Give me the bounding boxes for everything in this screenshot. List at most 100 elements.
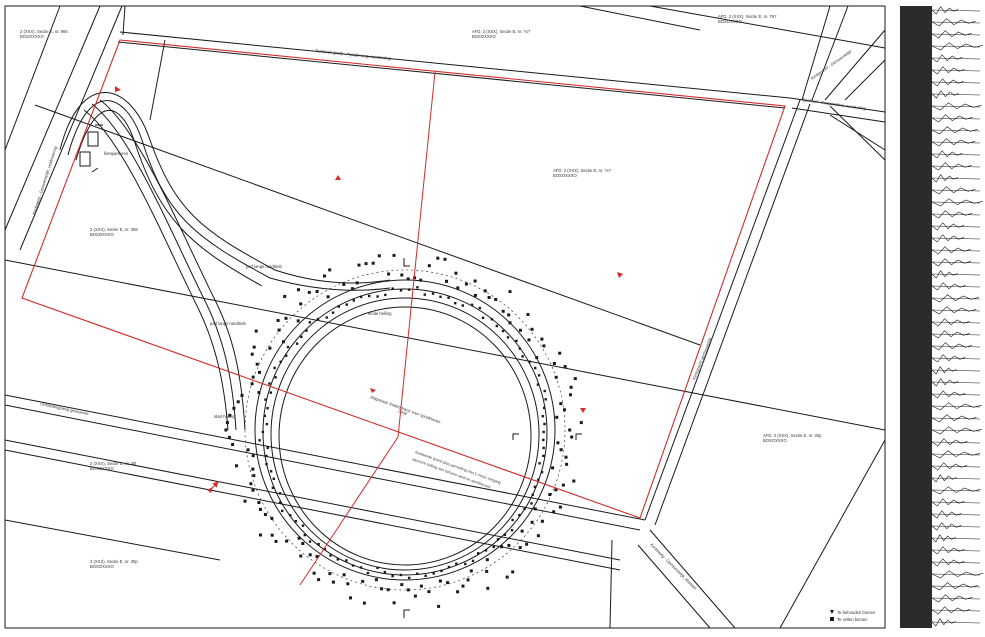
tree-trunk: [931, 45, 981, 48]
tree-marker: [543, 389, 546, 393]
tree-marker: [510, 529, 514, 532]
tree-silhouette: [931, 318, 970, 327]
tree-marker: [345, 559, 348, 562]
tree-silhouette: [931, 30, 972, 39]
tree-silhouette: [931, 234, 965, 243]
tree-marker: [352, 299, 355, 302]
tree-marker: [534, 366, 537, 370]
tree-marker: [456, 590, 460, 594]
tree-marker: [538, 462, 541, 465]
tree-marker: [284, 316, 288, 320]
tree-trunk: [931, 621, 981, 624]
tree-silhouette: [931, 78, 964, 87]
tree-marker: [507, 543, 511, 547]
tree-marker: [551, 466, 555, 470]
kept-tree-icon: [830, 610, 834, 614]
tree-trunk: [931, 177, 981, 180]
tree-marker: [439, 295, 442, 298]
tree-marker: [317, 578, 321, 582]
tree-silhouette: [931, 486, 981, 495]
tree-marker: [279, 501, 282, 504]
parcel-label-p6: AFD. 2 (XXX), Sectie E, nr. 30p: [763, 433, 822, 438]
tree-marker: [323, 548, 326, 551]
tree-trunk: [931, 249, 981, 252]
tree-marker: [531, 493, 534, 496]
tree-trunk: [931, 573, 981, 576]
tree-marker: [399, 573, 403, 577]
tree-marker: [270, 533, 274, 537]
tree-markers: [224, 253, 583, 608]
tree-trunk: [931, 477, 981, 480]
tree-marker: [317, 542, 320, 546]
tree-marker: [508, 290, 512, 294]
tree-marker: [438, 579, 442, 583]
tree-marker: [325, 316, 328, 319]
tree-marker: [540, 337, 544, 341]
tree-marker: [473, 279, 477, 283]
tree-marker: [377, 254, 381, 258]
tree-marker: [265, 463, 268, 466]
tree-silhouette: [931, 126, 978, 135]
tree-marker: [362, 601, 366, 605]
parcel-code-p2: BOSOXXXO: [472, 34, 496, 39]
tree-marker: [272, 477, 275, 480]
tree-marker: [543, 406, 546, 410]
tree-marker: [236, 400, 240, 404]
tree-marker: [473, 293, 477, 297]
tree-marker: [500, 545, 504, 549]
tree-marker: [542, 344, 546, 348]
tree-trunk: [931, 225, 981, 228]
tree-marker: [537, 478, 540, 481]
tree-marker: [305, 329, 308, 332]
tree-marker: [558, 505, 562, 509]
tree-trunk: [931, 9, 981, 12]
tree-trunk: [931, 453, 981, 456]
tree-silhouette: [931, 150, 963, 159]
parcel-code-p1: BOSOXXXO: [20, 34, 44, 39]
tree-silhouette: [931, 522, 962, 531]
tree-marker: [469, 569, 473, 573]
tree-marker: [464, 282, 468, 286]
tree-trunk: [931, 189, 981, 192]
tree-marker: [536, 534, 540, 538]
tree-marker: [316, 317, 320, 321]
tree-marker: [265, 422, 269, 426]
tree-marker: [268, 346, 272, 350]
tree-marker: [563, 365, 567, 369]
tree-silhouette: [931, 498, 965, 507]
tree-marker: [565, 462, 569, 466]
tree-marker: [568, 428, 572, 432]
tree-marker: [264, 398, 267, 401]
tree-marker: [515, 339, 518, 343]
tree-marker: [490, 318, 494, 321]
tree-marker: [312, 571, 316, 575]
tree-marker: [525, 542, 529, 546]
tree-trunk: [931, 201, 981, 204]
tree-trunk: [931, 393, 981, 396]
tree-marker: [520, 529, 524, 533]
tree-marker: [246, 448, 250, 452]
tree-marker: [336, 558, 339, 561]
tree-silhouette: [931, 462, 968, 471]
parcel-label-p5: 2 (XXX), Sectie E, nr. 306: [90, 227, 138, 232]
tree-marker: [289, 514, 292, 517]
tree-marker: [392, 601, 396, 605]
tree-marker: [259, 533, 262, 537]
tree-trunk: [931, 501, 981, 504]
tree-marker: [400, 583, 404, 587]
tree-marker: [323, 274, 326, 278]
tree-marker: [269, 470, 273, 473]
tree-marker: [519, 328, 522, 332]
tree-marker: [533, 507, 537, 511]
tree-marker: [286, 345, 290, 349]
tree-marker: [308, 553, 312, 557]
tree-marker: [481, 316, 485, 320]
tree-trunk: [931, 429, 981, 432]
tree-marker: [400, 273, 404, 277]
elevation-panel: [900, 6, 932, 628]
tree-marker: [263, 414, 266, 418]
tree-marker: [464, 562, 467, 566]
parcel-code-p6: BOSOXXXO: [763, 438, 787, 443]
tree-marker: [342, 282, 346, 286]
tree-marker: [391, 287, 394, 290]
